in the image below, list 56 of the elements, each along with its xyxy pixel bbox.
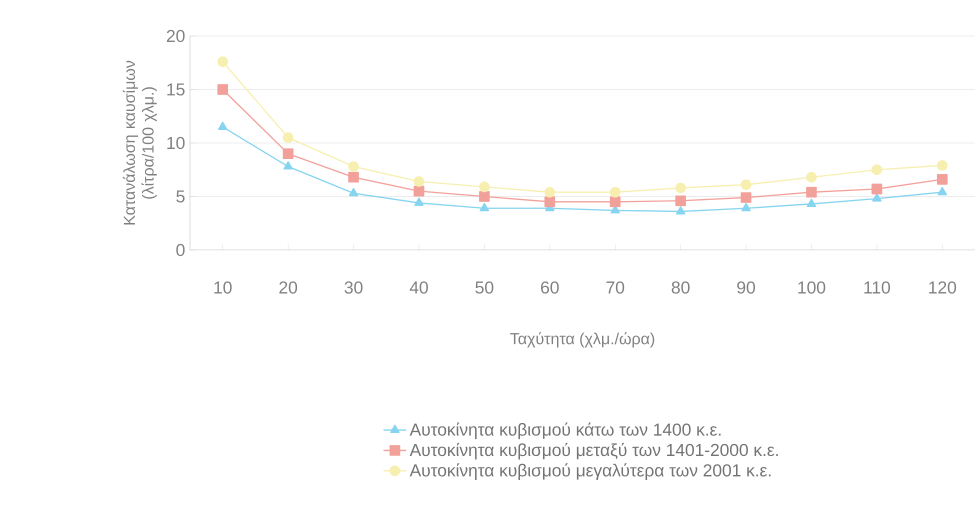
- point: [806, 186, 817, 198]
- point: [414, 186, 424, 196]
- x-tick-label: 60: [541, 281, 559, 294]
- y-tick-label: 5: [176, 190, 185, 203]
- point: [217, 84, 228, 95]
- point: [282, 148, 294, 160]
- legend-label: Αυτοκίνητα κυβισμού κάτω των 1400 κ.ε.: [410, 422, 721, 440]
- x-tick-label: 110: [864, 281, 890, 294]
- x-tick-label: 40: [410, 281, 428, 294]
- y-tick-label: 0: [176, 244, 185, 256]
- point: [872, 184, 882, 194]
- x-tick-label: 100: [798, 281, 826, 294]
- point: [936, 174, 948, 185]
- x-tick-label: 120: [929, 281, 956, 294]
- x-tick-label: 10: [214, 281, 232, 294]
- point: [740, 192, 752, 203]
- x-tick-label: 50: [475, 281, 494, 294]
- point: [544, 196, 556, 208]
- point: [675, 195, 686, 206]
- y-tick-label: 10: [167, 136, 185, 150]
- point: [741, 202, 751, 212]
- x-tick-label: 20: [279, 281, 298, 294]
- point: [282, 132, 294, 143]
- point: [218, 122, 228, 130]
- point: [740, 179, 752, 190]
- x-axis-title: Ταχύτητα (χλμ./ώρα): [510, 332, 654, 348]
- x-tick-label: 30: [344, 281, 363, 294]
- point: [872, 164, 882, 176]
- point: [676, 206, 686, 214]
- point: [675, 182, 686, 194]
- point: [610, 196, 621, 208]
- y-tick-label: 20: [166, 30, 185, 42]
- point: [872, 193, 882, 202]
- point: [348, 161, 359, 172]
- x-tick-label: 70: [606, 281, 624, 294]
- point: [479, 191, 490, 202]
- point: [806, 172, 817, 183]
- point: [479, 182, 490, 192]
- point: [283, 161, 293, 170]
- point: [414, 176, 424, 187]
- point: [936, 160, 948, 171]
- y-axis-title: Κατανάλωση καυσίμων (λίτρα/100 χλμ.): [122, 60, 157, 224]
- point: [544, 186, 556, 198]
- point: [480, 202, 490, 212]
- point: [217, 56, 228, 68]
- point: [414, 198, 424, 206]
- point: [348, 172, 359, 183]
- x-tick-label: 80: [672, 281, 690, 294]
- x-tick-label: 90: [737, 281, 756, 294]
- legend-label: Αυτοκίνητα κυβισμού μεγαλύτερα των 2001 κ.ε.: [410, 463, 771, 480]
- point: [610, 186, 621, 198]
- y-tick-label: 15: [167, 83, 185, 96]
- point: [938, 186, 948, 196]
- point: [348, 188, 358, 196]
- point: [806, 198, 816, 207]
- legend-label: Αυτοκίνητα κυβισμού μεταξύ των 1401-2000 κ.ε.: [410, 442, 778, 460]
